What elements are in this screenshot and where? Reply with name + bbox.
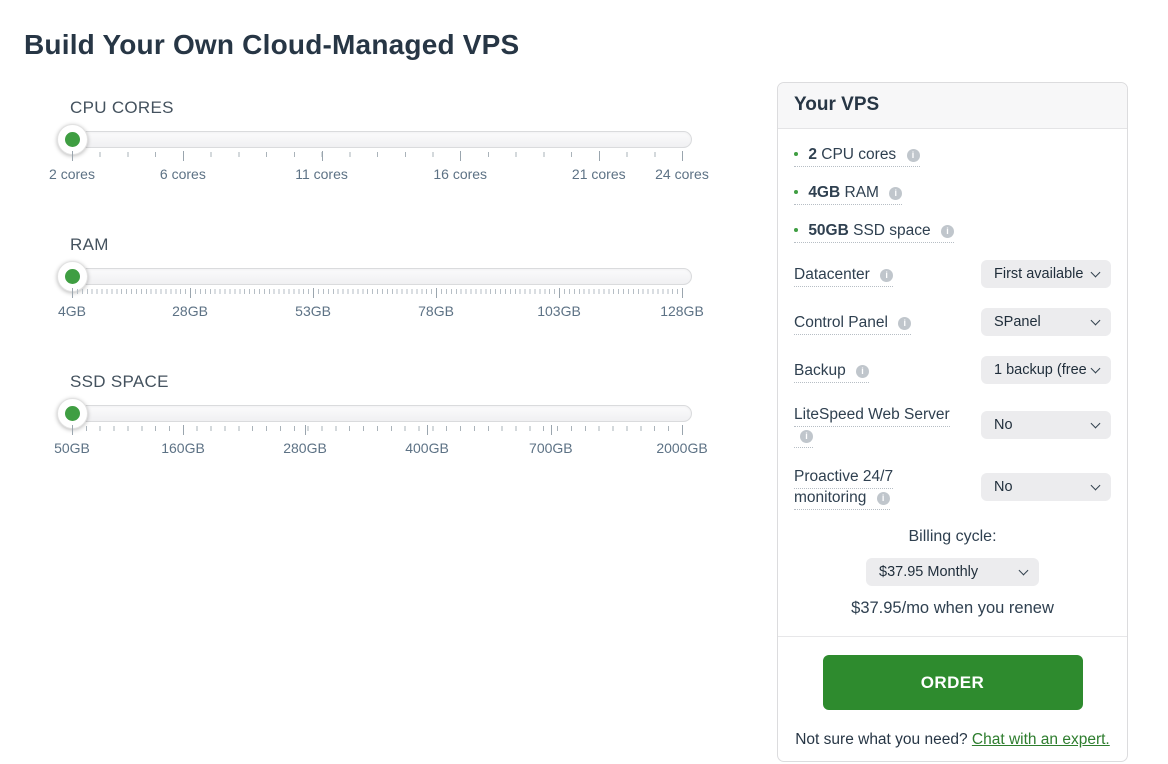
ram-slider-ticks (72, 288, 683, 298)
spec-row-ssd: 50GB SSD space i (794, 222, 1111, 243)
cpu-cores-slider-title: CPU CORES (70, 98, 174, 117)
chat-with-expert-link[interactable]: Chat with an expert. (971, 731, 1110, 748)
info-icon[interactable]: i (889, 187, 903, 200)
billing-cycle-select[interactable]: $37.95 Monthly (866, 558, 1039, 586)
tick-label: 4GB (57, 303, 87, 319)
spec-label: SSD space (853, 222, 931, 239)
panel-divider (778, 636, 1127, 637)
spec-value: 2 (808, 146, 817, 163)
option-label: Datacenter (794, 265, 870, 283)
tick-label: 16 cores (433, 166, 488, 182)
order-button[interactable]: ORDER (822, 655, 1083, 710)
tick-label: 50GB (54, 440, 90, 456)
control-panel-select[interactable]: SPanel (981, 308, 1111, 336)
ram-slider-section: RAM 4GB 28GB 53GB 78GB 103GB 128GB (57, 235, 704, 320)
ram-slider-title: RAM (70, 235, 109, 254)
tick-label: 6 cores (159, 166, 206, 182)
spec-value: 50GB (808, 222, 849, 239)
ssd-space-slider-title: SSD SPACE (70, 372, 169, 391)
spec-row-cpu: 2 CPU cores i (794, 146, 1111, 167)
tick-label: 700GB (529, 440, 573, 456)
backup-select[interactable]: 1 backup (free) (981, 356, 1111, 384)
billing-section: Billing cycle: $37.95 Monthly $37.95/mo … (794, 528, 1111, 618)
option-label: Control Panel (794, 313, 888, 331)
billing-cycle-label: Billing cycle: (908, 528, 997, 545)
monitoring-select[interactable]: No (981, 473, 1111, 501)
tick-label: 400GB (405, 440, 449, 456)
cpu-cores-slider-labels: 2 cores 6 cores 11 cores 16 cores 21 cor… (49, 166, 709, 183)
spec-value: 4GB (808, 184, 841, 201)
ssd-space-slider-handle[interactable] (57, 398, 88, 429)
info-icon[interactable]: i (906, 149, 920, 162)
option-row-datacenter: Datacenter i First available (794, 260, 1111, 288)
ram-slider-labels: 4GB 28GB 53GB 78GB 103GB 128GB (58, 303, 704, 320)
bullet-icon (794, 152, 798, 156)
cpu-cores-slider-ticks (72, 151, 683, 161)
datacenter-select[interactable]: First available (981, 260, 1111, 288)
option-row-control-panel: Control Panel i SPanel (794, 308, 1111, 336)
ram-slider-track[interactable] (57, 261, 692, 292)
footer-help-text: Not sure what you need? (795, 731, 968, 748)
option-row-monitoring: Proactive 24/7 monitoring i No (794, 466, 1111, 510)
tick-label: 11 cores (295, 166, 348, 182)
option-row-backup: Backup i 1 backup (free) (794, 356, 1111, 384)
info-icon[interactable]: i (800, 430, 813, 443)
slider-handle-dot-icon (65, 269, 80, 284)
ssd-space-slider-track[interactable] (57, 398, 692, 429)
tick-label: 78GB (418, 303, 454, 319)
slider-handle-dot-icon (65, 132, 80, 147)
cpu-cores-slider-section: CPU CORES 2 cores 6 cores 11 cores 16 co… (49, 98, 709, 183)
info-icon[interactable]: i (876, 492, 890, 505)
tick-label: 53GB (295, 303, 331, 319)
your-vps-panel: Your VPS 2 CPU cores i 4GB RAM i 50GB SS (777, 82, 1128, 762)
info-icon[interactable]: i (856, 364, 870, 378)
tick-label: 103GB (537, 303, 581, 319)
tick-label: 160GB (161, 440, 205, 456)
info-icon[interactable]: i (880, 268, 894, 282)
spec-row-ram: 4GB RAM i (794, 184, 1111, 205)
panel-footer: ORDER Not sure what you need? Chat with … (778, 637, 1127, 761)
tick-label: 21 cores (571, 166, 626, 182)
ssd-space-slider-ticks (72, 425, 683, 435)
option-label: Proactive 24/7 monitoring (794, 468, 894, 506)
litespeed-select[interactable]: No (981, 411, 1111, 439)
tick-label: 2000GB (656, 440, 708, 456)
slider-handle-dot-icon (65, 406, 80, 421)
ssd-space-slider-labels: 50GB 160GB 280GB 400GB 700GB 2000GB (54, 440, 708, 457)
option-label: LiteSpeed Web Server (794, 406, 950, 423)
spec-label: RAM (844, 184, 879, 201)
cpu-cores-slider-track[interactable] (57, 124, 692, 155)
cpu-cores-slider-handle[interactable] (57, 124, 88, 155)
option-label: Backup (794, 361, 846, 379)
renewal-price-note: $37.95/mo when you renew (851, 599, 1054, 617)
tick-label: 24 cores (655, 166, 709, 182)
panel-title: Your VPS (778, 83, 1127, 129)
info-icon[interactable]: i (898, 316, 912, 330)
page-title: Build Your Own Cloud-Managed VPS (24, 28, 520, 60)
tick-label: 280GB (283, 440, 327, 456)
bullet-icon (794, 228, 798, 232)
spec-label: CPU cores (821, 146, 897, 163)
info-icon[interactable]: i (940, 225, 954, 238)
ssd-space-slider-section: SSD SPACE 50GB 160GB 280GB 400GB 700GB 2… (54, 372, 708, 457)
tick-label: 128GB (660, 303, 704, 319)
tick-label: 28GB (172, 303, 208, 319)
option-row-litespeed: LiteSpeed Web Server i No (794, 404, 1111, 448)
tick-label: 2 cores (49, 166, 95, 182)
bullet-icon (794, 190, 798, 194)
